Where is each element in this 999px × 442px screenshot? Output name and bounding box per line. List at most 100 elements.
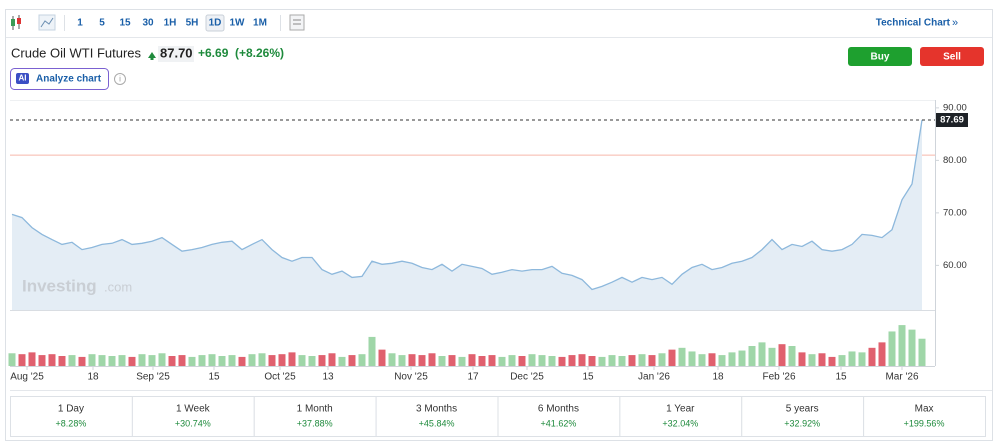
volume-bar bbox=[278, 354, 286, 366]
volume-bar bbox=[518, 356, 526, 366]
x-tick-label: 18 bbox=[712, 372, 724, 383]
volume-bar bbox=[308, 356, 316, 366]
interval[interactable]: 1W bbox=[230, 18, 246, 29]
change: +6.69 bbox=[198, 46, 229, 60]
change-pct: (+8.26%) bbox=[235, 46, 284, 60]
volume-bar bbox=[238, 356, 246, 366]
indicator-icon[interactable] bbox=[289, 14, 305, 31]
volume-bar bbox=[578, 354, 586, 366]
technical-chart-link[interactable]: Technical Chart bbox=[876, 18, 951, 29]
performance-period: 6 Months bbox=[538, 404, 579, 415]
volume-bar bbox=[248, 354, 256, 366]
interval[interactable]: 1M bbox=[253, 18, 267, 29]
performance-cell[interactable] bbox=[741, 396, 865, 437]
volume-bar bbox=[38, 355, 46, 366]
volume-bar bbox=[658, 353, 666, 366]
volume-bar bbox=[528, 354, 536, 366]
watermark-suffix: .com bbox=[104, 279, 132, 294]
volume-bar bbox=[338, 356, 346, 366]
y-tick-label: 70.00 bbox=[943, 207, 967, 218]
info-icon[interactable] bbox=[114, 73, 126, 85]
performance-cell[interactable] bbox=[10, 396, 133, 437]
volume-bar bbox=[828, 356, 836, 366]
performance-cell[interactable] bbox=[863, 396, 986, 437]
volume-bar bbox=[838, 355, 846, 366]
volume-bar bbox=[438, 356, 446, 366]
area-icon[interactable] bbox=[38, 14, 56, 31]
buy-button[interactable] bbox=[848, 47, 912, 66]
interval[interactable]: 5H bbox=[186, 18, 199, 29]
volume-bar bbox=[628, 355, 636, 366]
x-tick-label: Mar '26 bbox=[885, 372, 918, 383]
volume-bar bbox=[508, 355, 516, 366]
last-price-label: 87.69 bbox=[940, 115, 964, 126]
analyze-button[interactable]: AI Analyze chart bbox=[10, 68, 109, 90]
volume-bar bbox=[648, 355, 656, 366]
frame bbox=[5, 9, 993, 441]
volume-bar bbox=[778, 344, 786, 366]
interval[interactable]: 1H bbox=[164, 18, 177, 29]
volume-bar bbox=[738, 350, 746, 366]
sell-label[interactable]: Sell bbox=[943, 52, 961, 63]
active-interval[interactable] bbox=[205, 14, 225, 32]
volume-bar bbox=[868, 347, 876, 366]
volume-bar bbox=[88, 354, 96, 366]
candle-icon[interactable] bbox=[11, 15, 21, 30]
performance-period: 1 Year bbox=[666, 404, 695, 415]
interval[interactable]: 1 bbox=[77, 18, 83, 29]
performance-period: 1 Day bbox=[58, 404, 84, 415]
volume-bar bbox=[728, 352, 736, 366]
x-tick-label: Nov '25 bbox=[394, 372, 428, 383]
volume-bar bbox=[858, 352, 866, 366]
interval[interactable]: 30 bbox=[142, 18, 154, 29]
volume-bar bbox=[568, 355, 576, 366]
volume-bar bbox=[268, 355, 276, 366]
chevron[interactable]: » bbox=[952, 17, 958, 29]
performance-period: Max bbox=[915, 404, 934, 415]
volume-bar bbox=[408, 354, 416, 366]
volume-bar bbox=[498, 356, 506, 366]
performance-cell[interactable] bbox=[375, 396, 499, 437]
volume-bar bbox=[878, 342, 886, 366]
volume-bar bbox=[478, 356, 486, 366]
volume-bar bbox=[548, 356, 556, 366]
performance-cell[interactable] bbox=[497, 396, 621, 437]
volume-bar bbox=[908, 329, 916, 366]
volume-bar bbox=[688, 351, 696, 366]
performance-cell[interactable] bbox=[619, 396, 743, 437]
volume-bar bbox=[118, 355, 126, 366]
volume-bar bbox=[388, 353, 396, 366]
volume-bar bbox=[898, 325, 906, 366]
performance-change: +8.28% bbox=[56, 418, 87, 428]
interval[interactable]: 15 bbox=[119, 18, 131, 29]
performance-cell[interactable] bbox=[253, 396, 377, 437]
price: 87.70 bbox=[160, 45, 193, 60]
up-arrow bbox=[148, 52, 156, 60]
info-text[interactable]: i bbox=[119, 75, 121, 84]
analyze-label[interactable]: Analyze chart bbox=[36, 74, 102, 85]
performance-period: 3 Months bbox=[416, 404, 457, 415]
volume-bar bbox=[68, 355, 76, 366]
volume-bar bbox=[538, 355, 546, 366]
performance-cell[interactable] bbox=[131, 396, 255, 437]
volume-bar bbox=[848, 351, 856, 366]
volume-bar bbox=[58, 356, 66, 366]
performance-period: 1 Week bbox=[176, 404, 211, 415]
sell-button[interactable] bbox=[920, 47, 984, 66]
instrument-title: Crude Oil WTI Futures bbox=[11, 45, 142, 60]
volume-bar bbox=[768, 347, 776, 366]
volume-bar bbox=[218, 356, 226, 366]
volume-bar bbox=[348, 355, 356, 366]
volume-bar bbox=[78, 356, 86, 366]
x-tick-label: Aug '25 bbox=[10, 372, 44, 383]
interval[interactable]: 1D bbox=[209, 18, 222, 29]
volume-bar bbox=[448, 355, 456, 366]
x-tick-label: Oct '25 bbox=[264, 372, 296, 383]
volume-bar bbox=[428, 353, 436, 366]
volume-bar bbox=[328, 353, 336, 366]
interval[interactable]: 5 bbox=[99, 18, 105, 29]
volume-bar bbox=[418, 355, 426, 366]
performance-change: +37.88% bbox=[297, 418, 333, 428]
buy-label[interactable]: Buy bbox=[871, 52, 890, 63]
